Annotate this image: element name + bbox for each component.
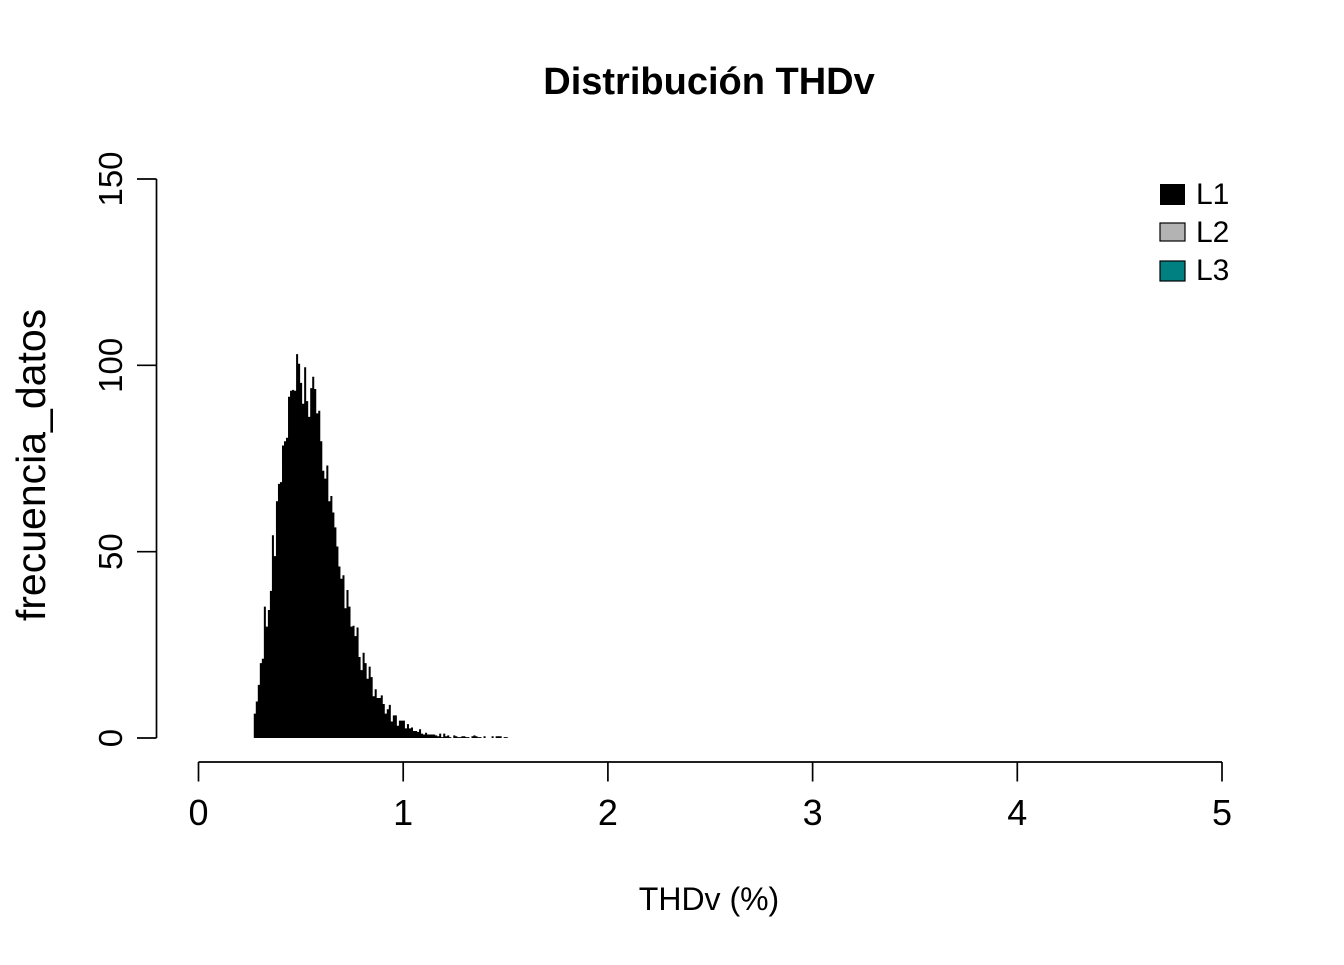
svg-text:5: 5	[1212, 792, 1232, 833]
svg-text:L1: L1	[1196, 178, 1229, 211]
svg-text:L2: L2	[1196, 216, 1229, 249]
svg-text:THDv (%): THDv (%)	[639, 881, 779, 917]
svg-text:0: 0	[92, 729, 129, 747]
svg-text:frecuencia_datos: frecuencia_datos	[8, 309, 54, 621]
svg-text:100: 100	[92, 338, 129, 393]
svg-text:50: 50	[92, 533, 129, 570]
svg-text:1: 1	[393, 792, 413, 833]
svg-text:2: 2	[598, 792, 618, 833]
svg-text:150: 150	[92, 151, 129, 206]
svg-text:Distribución THDv: Distribución THDv	[543, 61, 874, 103]
svg-text:4: 4	[1007, 792, 1027, 833]
svg-text:L3: L3	[1196, 254, 1229, 287]
svg-text:0: 0	[188, 792, 208, 833]
svg-text:3: 3	[803, 792, 823, 833]
